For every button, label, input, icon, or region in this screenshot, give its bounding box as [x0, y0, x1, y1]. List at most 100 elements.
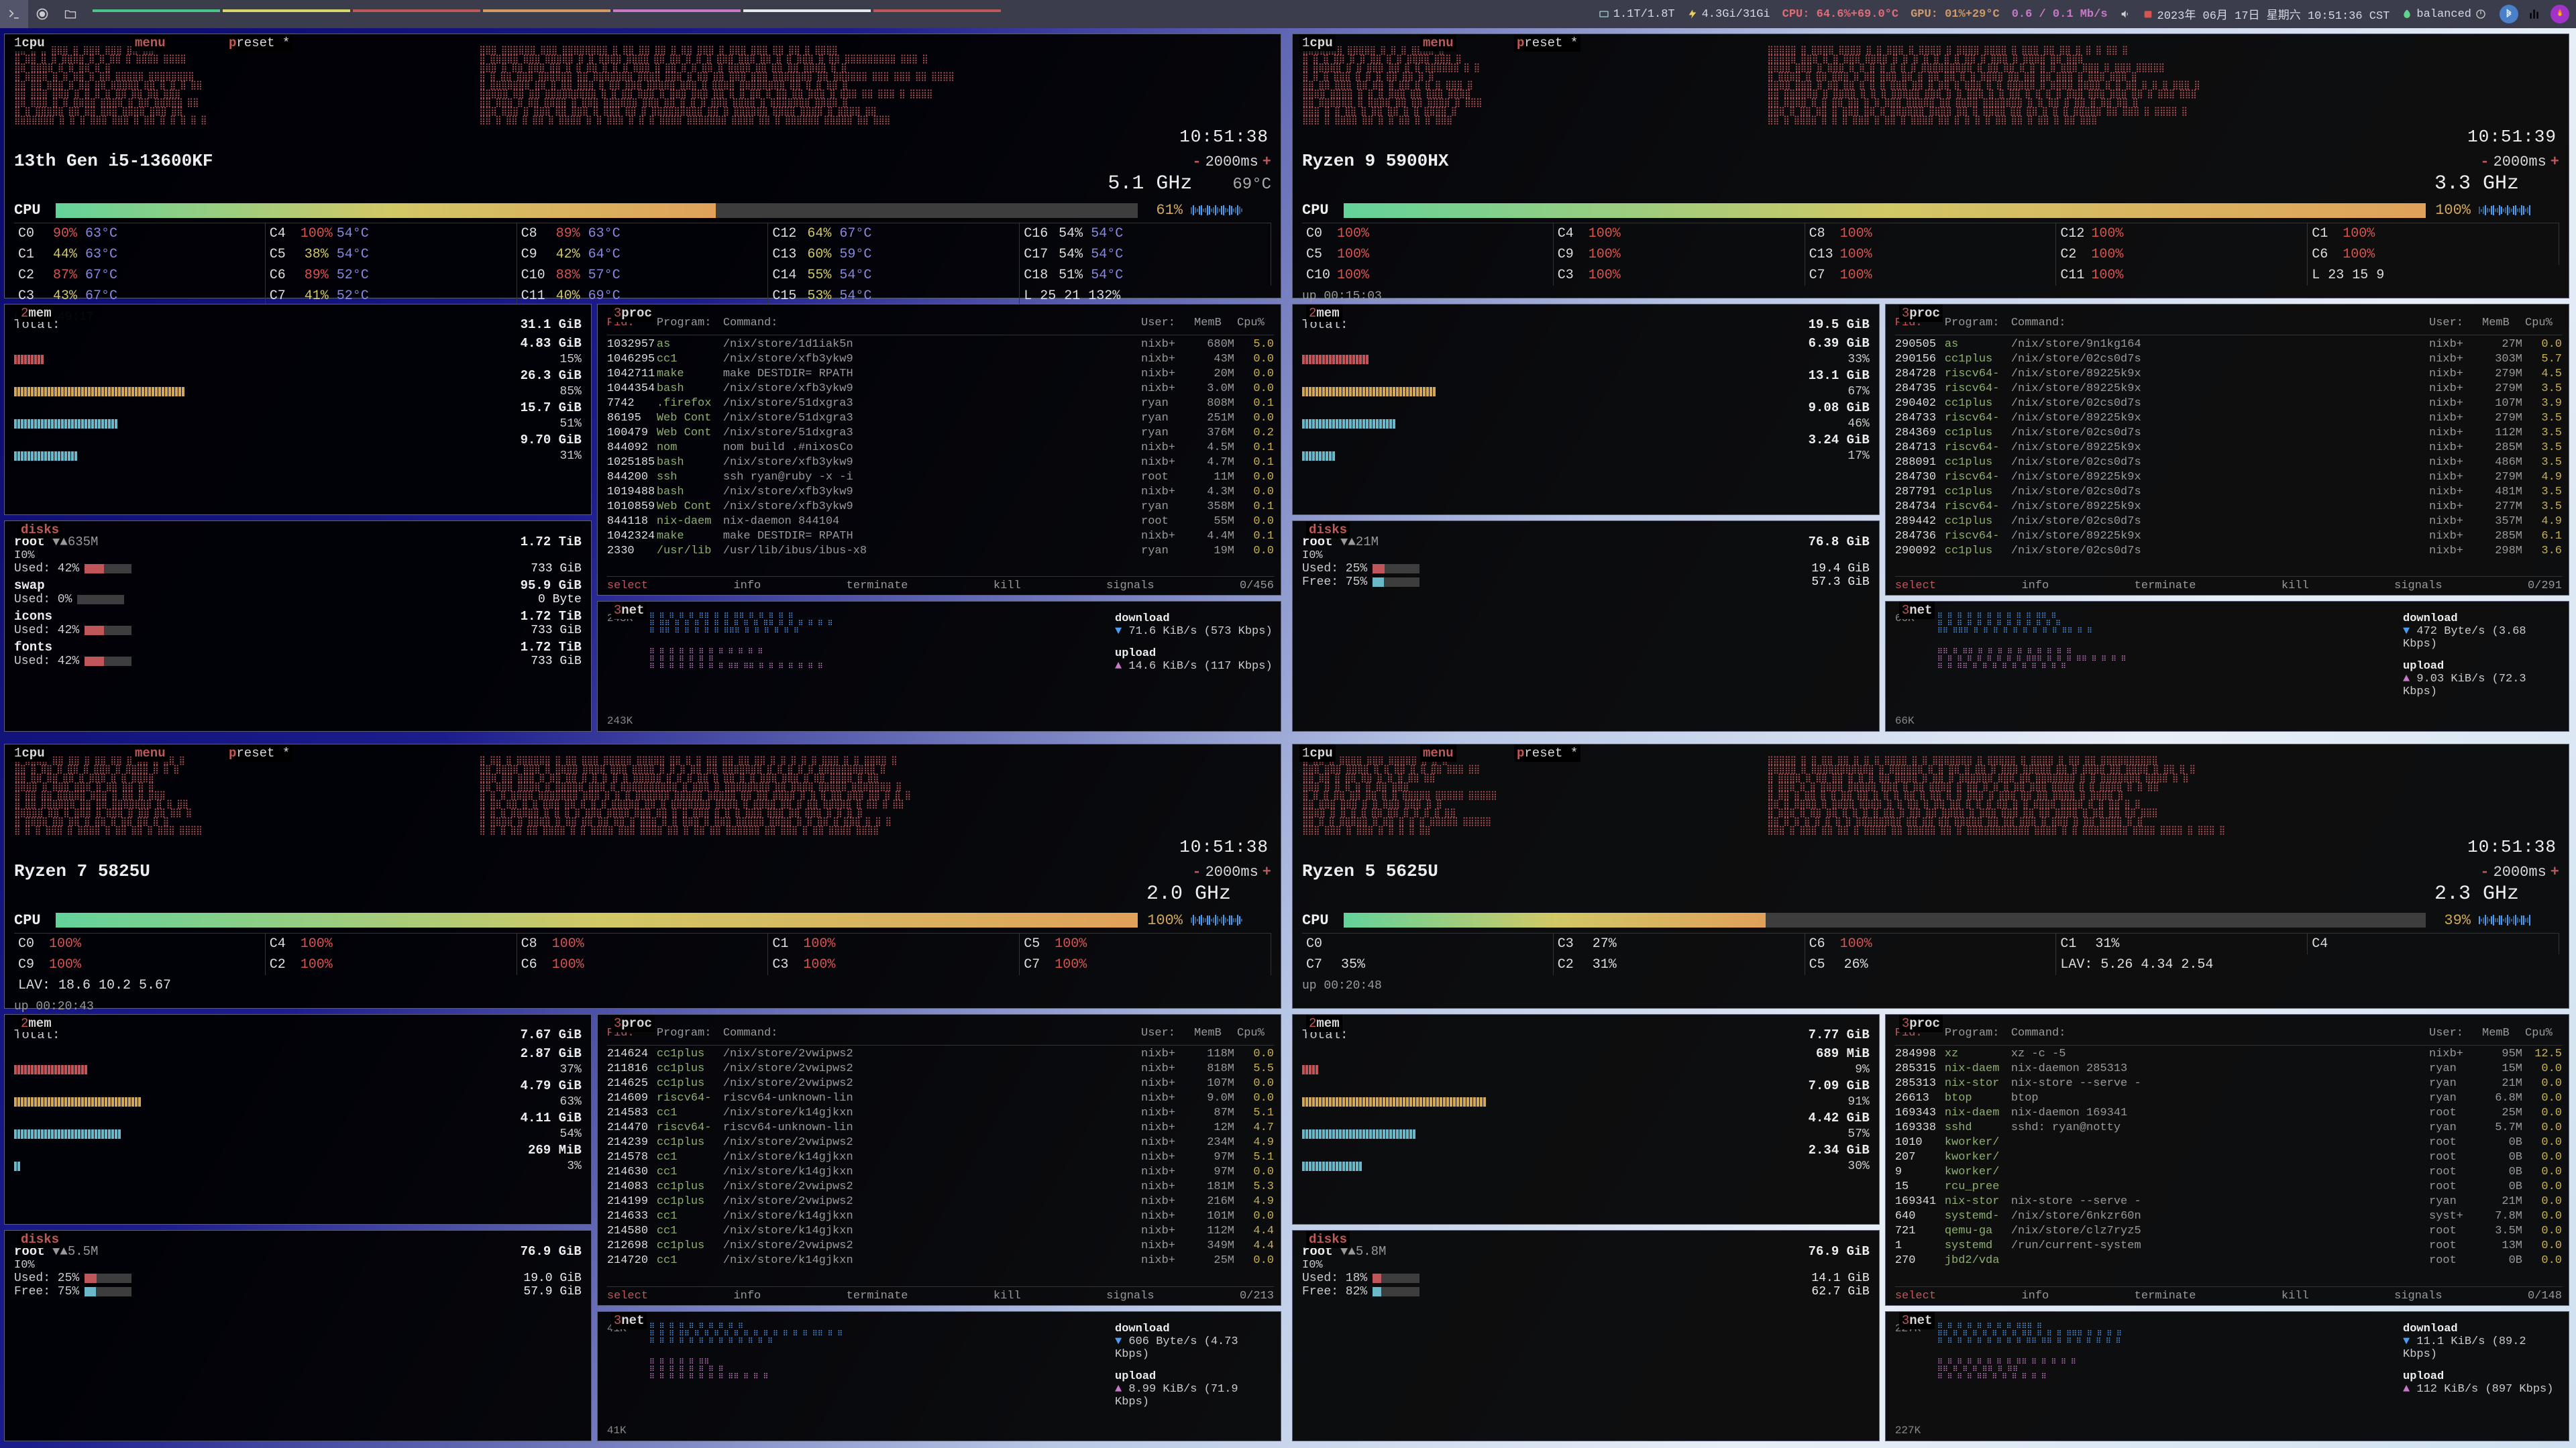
process-table-row[interactable]: 290092 cc1plus/nix/store/02cs0d7s nixb+ 298… — [1895, 543, 2562, 558]
proc-panel-tab[interactable]: 3 proc — [1899, 1015, 1943, 1032]
process-table-row[interactable]: 285315 nix-daem nix-daemon 285313 ryan 15M 0.… — [1895, 1062, 2562, 1076]
disk-panel-tab[interactable]: disks — [18, 521, 62, 539]
process-table-row[interactable]: 284736 riscv64-/nix/store/89225k9x nixb+ 28… — [1895, 528, 2562, 543]
ram-usage-indicator[interactable]: 4.3Gi/31Gi — [1687, 8, 1770, 21]
process-table-row[interactable]: 86195 Web Cont/nix/store/51dxgra3 ryan 251M… — [607, 410, 1274, 425]
cpu-panel-tab-preset[interactable]: p reset * — [1514, 34, 1580, 52]
process-table-row[interactable]: 214199 cc1plus/nix/store/2vwipws2 nixb+ 216… — [607, 1194, 1274, 1209]
process-table-row[interactable]: 1025185 bash/nix/store/xfb3ykw9 nixb+ 4.7M 0… — [607, 455, 1274, 469]
process-table-row[interactable]: 284728 riscv64-/nix/store/89225k9x nixb+ 27… — [1895, 366, 2562, 381]
process-table-row[interactable]: 284713 riscv64-/nix/store/89225k9x nixb+ 28… — [1895, 440, 2562, 455]
process-table-row[interactable]: 214720 cc1/nix/store/k14gjkxn nixb+ 25M 0.0 — [607, 1254, 1274, 1268]
power-mode-indicator[interactable]: balanced — [2402, 8, 2486, 21]
eye-icon[interactable] — [28, 0, 56, 28]
graph-window-control[interactable]: -2000ms + — [2480, 154, 2559, 170]
equalizer-icon[interactable] — [2525, 5, 2544, 23]
process-table-row[interactable]: 169343 nix-daem nix-daemon 169341 root 25M 0.… — [1895, 1106, 2562, 1121]
process-table-row[interactable]: 214239 cc1plus/nix/store/2vwipws2 nixb+ 234… — [607, 1135, 1274, 1150]
process-table-row[interactable]: 214470 riscv64- riscv64-unknown-lin nixb+ 12… — [607, 1121, 1274, 1135]
process-table-row[interactable]: 288091 cc1plus/nix/store/02cs0d7s nixb+ 486… — [1895, 455, 2562, 469]
process-table-row[interactable]: 284369 cc1plus/nix/store/02cs0d7s nixb+ 112… — [1895, 425, 2562, 440]
mem-panel-tab[interactable]: 2 mem — [18, 304, 54, 322]
cpu-panel-tab-cpu[interactable]: 1 cpu — [1299, 34, 1336, 52]
process-table-row[interactable]: 284998 xz xz -c -5 nixb+ 95M 12.5 — [1895, 1047, 2562, 1062]
process-table-row[interactable]: 214633 cc1/nix/store/k14gjkxn nixb+ 101M 0.0 — [607, 1209, 1274, 1224]
process-table-row[interactable]: 214580 cc1/nix/store/k14gjkxn nixb+ 112M 4.4 — [607, 1224, 1274, 1239]
disk-panel-tab[interactable]: disks — [1306, 521, 1350, 539]
process-table-row[interactable]: 214578 cc1/nix/store/k14gjkxn nixb+ 97M 5.1 — [607, 1150, 1274, 1165]
process-table-row[interactable]: 214624 cc1plus/nix/store/2vwipws2 nixb+ 118… — [607, 1047, 1274, 1062]
cpu-panel-tab-cpu[interactable]: 1 cpu — [11, 34, 48, 52]
cpu-panel-tab-preset[interactable]: p reset * — [226, 34, 292, 52]
datetime-indicator[interactable]: 2023年 06月 17日 星期六 10:51:36 CST — [2143, 5, 2390, 23]
proc-panel-tab[interactable]: 3 proc — [611, 304, 655, 322]
process-table-row[interactable]: 640 systemd-/nix/store/6nkzr60n syst+ 7.8M 0… — [1895, 1209, 2562, 1224]
process-table-row[interactable]: 15 rcu_pree root 0B 0.0 — [1895, 1180, 2562, 1194]
cpu-panel-tab-cpu[interactable]: 1 cpu — [11, 744, 48, 762]
process-table-row[interactable]: 100479 Web Cont/nix/store/51dxgra3 ryan 376… — [607, 425, 1274, 440]
cpu-panel-tab-preset[interactable]: p reset * — [1514, 744, 1580, 762]
process-table-row[interactable]: 1046295 cc1/nix/store/xfb3ykw9 nixb+ 43M 0.0 — [607, 351, 1274, 366]
process-table-row[interactable]: 289442 cc1plus/nix/store/02cs0d7s nixb+ 357… — [1895, 514, 2562, 528]
disk-panel-tab[interactable]: disks — [18, 1231, 62, 1248]
net-panel-tab[interactable]: 3 net — [611, 602, 647, 619]
workspace-indicator[interactable] — [91, 0, 1002, 28]
process-table-row[interactable]: 214083 cc1plus/nix/store/2vwipws2 nixb+ 181… — [607, 1180, 1274, 1194]
net-panel-tab[interactable]: 3 net — [1899, 1312, 1935, 1329]
process-table-row[interactable]: 844118 nix-daem nix-daemon 844104 root 55M 0.… — [607, 514, 1274, 528]
process-table-row[interactable]: 284734 riscv64-/nix/store/89225k9x nixb+ 27… — [1895, 499, 2562, 514]
cpu-status-indicator[interactable]: CPU: 64.6%+69.0°C — [1782, 8, 1898, 21]
process-table-row[interactable]: 284730 riscv64-/nix/store/89225k9x nixb+ 27… — [1895, 469, 2562, 484]
process-table-row[interactable]: 1 systemd/run/current-system root 13M 0.0 — [1895, 1239, 2562, 1254]
cpu-panel-tab-menu[interactable]: menu — [1420, 34, 1456, 52]
process-table-row[interactable]: 214583 cc1/nix/store/k14gjkxn nixb+ 87M 5.1 — [607, 1106, 1274, 1121]
process-table-row[interactable]: 26613 btop btop ryan 6.8M 0.0 — [1895, 1091, 2562, 1106]
process-table-row[interactable]: 9 kworker/root 0B 0.0 — [1895, 1165, 2562, 1180]
process-table-header[interactable]: Pid: Program: Command: User: MemB Cpu% — [607, 1027, 1274, 1046]
process-table-row[interactable]: 290505 as/nix/store/9n1kg164 nixb+ 27M 0.0 — [1895, 337, 2562, 351]
folder-icon[interactable] — [56, 0, 85, 28]
process-table-row[interactable]: 287791 cc1plus/nix/store/02cs0d7s nixb+ 481… — [1895, 484, 2562, 499]
process-table-row[interactable]: 7742 .firefox/nix/store/51dxgra3 ryan 808M 0… — [607, 396, 1274, 410]
bluetooth-icon[interactable] — [2500, 5, 2518, 23]
disk-panel-tab[interactable]: disks — [1306, 1231, 1350, 1248]
mem-panel-tab[interactable]: 2 mem — [18, 1015, 54, 1032]
proc-panel-tab[interactable]: 3 proc — [611, 1015, 655, 1032]
process-table-row[interactable]: 284735 riscv64-/nix/store/89225k9x nixb+ 27… — [1895, 381, 2562, 396]
network-speed-indicator[interactable]: 0.6 / 0.1 Mb/s — [2012, 8, 2108, 21]
process-table-row[interactable]: 290156 cc1plus/nix/store/02cs0d7s nixb+ 303… — [1895, 351, 2562, 366]
volume-icon[interactable] — [2120, 9, 2131, 19]
process-table-row[interactable]: 270 jbd2/vda root 0B 0.0 — [1895, 1254, 2562, 1268]
process-table-row[interactable]: 211816 cc1plus/nix/store/2vwipws2 nixb+ 818… — [607, 1062, 1274, 1076]
mem-panel-tab[interactable]: 2 mem — [1306, 1015, 1342, 1032]
process-table-row[interactable]: 290402 cc1plus/nix/store/02cs0d7s nixb+ 107… — [1895, 396, 2562, 410]
cpu-panel-tab-cpu[interactable]: 1 cpu — [1299, 744, 1336, 762]
process-table-header[interactable]: Pid: Program: Command: User: MemB Cpu% — [1895, 1027, 2562, 1046]
process-table-row[interactable]: 214630 cc1/nix/store/k14gjkxn nixb+ 97M 0.0 — [607, 1165, 1274, 1180]
process-table-row[interactable]: 212698 cc1plus/nix/store/2vwipws2 nixb+ 349… — [607, 1239, 1274, 1254]
process-table-row[interactable]: 1010859 Web Cont/nix/store/xfb3ykw9 ryan 35… — [607, 499, 1274, 514]
process-table-row[interactable]: 284733 riscv64-/nix/store/89225k9x nixb+ 27… — [1895, 410, 2562, 425]
cpu-panel-tab-menu[interactable]: menu — [1420, 744, 1456, 762]
process-table-row[interactable]: 1042711 make make DESTDIR= RPATH nixb+ 20M 0.… — [607, 366, 1274, 381]
graph-window-control[interactable]: -2000ms + — [1192, 154, 1271, 170]
graph-window-control[interactable]: -2000ms + — [1192, 864, 1271, 881]
process-table-row[interactable]: 1019488 bash/nix/store/xfb3ykw9 nixb+ 4.3M 0… — [607, 484, 1274, 499]
process-table-header[interactable]: Pid: Program: Command: User: MemB Cpu% — [607, 317, 1274, 335]
gpu-status-indicator[interactable]: GPU: 01%+29°C — [1911, 8, 2000, 21]
process-table-row[interactable]: 214609 riscv64- riscv64-unknown-lin nixb+ 9.… — [607, 1091, 1274, 1106]
process-table-row[interactable]: 169338 sshd sshd: ryan@notty ryan 5.7M 0.0 — [1895, 1121, 2562, 1135]
process-table-row[interactable]: 2330/usr/lib/usr/lib/ibus/ibus-x8 ryan 19M… — [607, 543, 1274, 558]
process-table-row[interactable]: 1044354 bash/nix/store/xfb3ykw9 nixb+ 3.0M 0… — [607, 381, 1274, 396]
cpu-panel-tab-menu[interactable]: menu — [132, 744, 168, 762]
process-table-header[interactable]: Pid: Program: Command: User: MemB Cpu% — [1895, 317, 2562, 335]
process-table-row[interactable]: 1032957 as/nix/store/1d1iak5n nixb+ 680M 5.0 — [607, 337, 1274, 351]
net-panel-tab[interactable]: 3 net — [611, 1312, 647, 1329]
cpu-panel-tab-menu[interactable]: menu — [132, 34, 168, 52]
process-table-row[interactable]: 207 kworker/root 0B 0.0 — [1895, 1150, 2562, 1165]
process-table-row[interactable]: 721 qemu-ga/nix/store/clz7ryz5 root 3.5M 0.0 — [1895, 1224, 2562, 1239]
process-table-row[interactable]: 285313 nix-stor nix-store --serve - ryan 21M… — [1895, 1076, 2562, 1091]
fire-flame-icon[interactable] — [2551, 5, 2569, 23]
process-table-row[interactable]: 844092 nom nom build .#nixosCo nixb+ 4.5M 0.1 — [607, 440, 1274, 455]
disk-usage-indicator[interactable]: 1.1T/1.8T — [1599, 8, 1675, 21]
